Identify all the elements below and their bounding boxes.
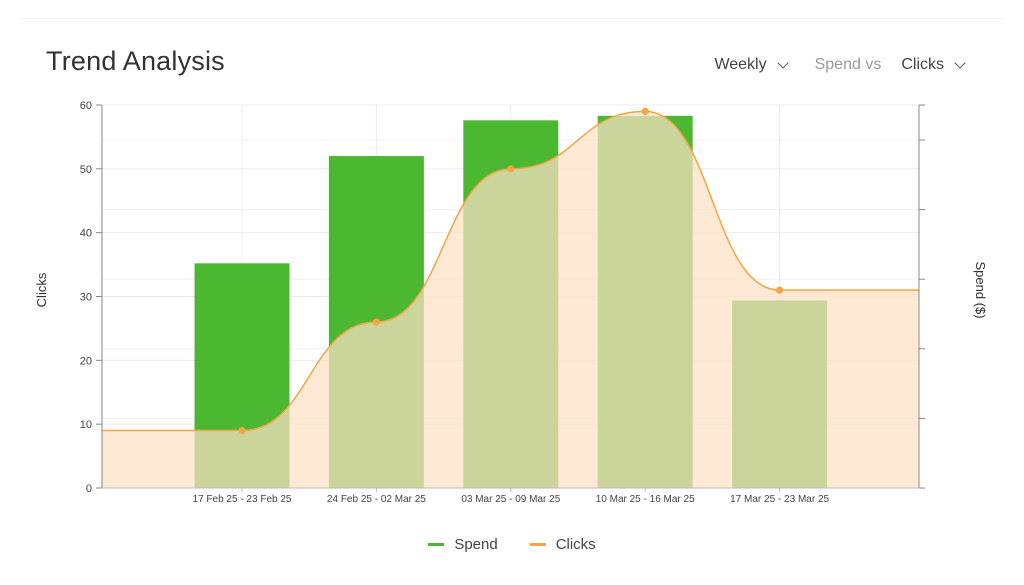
y-tick-label-left: 0	[86, 483, 92, 495]
period-dropdown-label: Weekly	[714, 56, 767, 73]
page-title: Trend Analysis	[46, 46, 225, 76]
y-tick-label-left: 30	[80, 292, 92, 304]
area-clicks	[102, 111, 919, 488]
legend-item-clicks[interactable]: Clicks	[529, 536, 596, 553]
x-tick-label: 24 Feb 25 - 02 Mar 25	[327, 494, 426, 505]
chart-legend: Spend Clicks	[0, 536, 1024, 553]
y-axis-title-right: Spend ($)	[973, 261, 988, 318]
y-tick-label-left: 10	[80, 419, 92, 431]
y-tick-label-left: 20	[80, 355, 92, 367]
top-divider	[20, 18, 1004, 19]
metric-dropdown-label: Clicks	[901, 56, 944, 73]
y-tick-label-left: 40	[80, 228, 92, 240]
legend-label-clicks: Clicks	[555, 536, 596, 553]
y-axis-title-left: Clicks	[34, 272, 49, 307]
y-tick-label-left: 50	[80, 164, 92, 176]
point-clicks	[641, 107, 649, 115]
legend-swatch-clicks	[529, 543, 546, 546]
metric-dropdown[interactable]: Clicks	[901, 56, 966, 74]
chart-controls: Weekly Spend vs Clicks	[714, 56, 966, 74]
point-clicks	[238, 426, 246, 435]
point-clicks	[372, 318, 380, 326]
y-tick-label-left: 60	[80, 100, 92, 112]
point-clicks	[776, 286, 784, 294]
point-clicks	[507, 165, 515, 173]
x-tick-label: 17 Mar 25 - 23 Mar 25	[730, 494, 829, 505]
x-tick-label: 17 Feb 25 - 23 Feb 25	[193, 494, 292, 505]
x-tick-label: 03 Mar 25 - 09 Mar 25	[461, 494, 560, 505]
legend-item-spend[interactable]: Spend	[428, 536, 498, 553]
vs-label: Spend vs	[814, 56, 882, 73]
trend-chart: 0 10 20 30 40 50 60 17 Feb 25 - 23 Feb 25 24 Feb…	[34, 100, 988, 505]
period-dropdown[interactable]: Weekly	[714, 56, 789, 74]
legend-swatch-spend	[428, 543, 445, 546]
x-tick-label: 10 Mar 25 - 16 Mar 25	[596, 494, 695, 505]
legend-label-spend: Spend	[454, 536, 498, 553]
